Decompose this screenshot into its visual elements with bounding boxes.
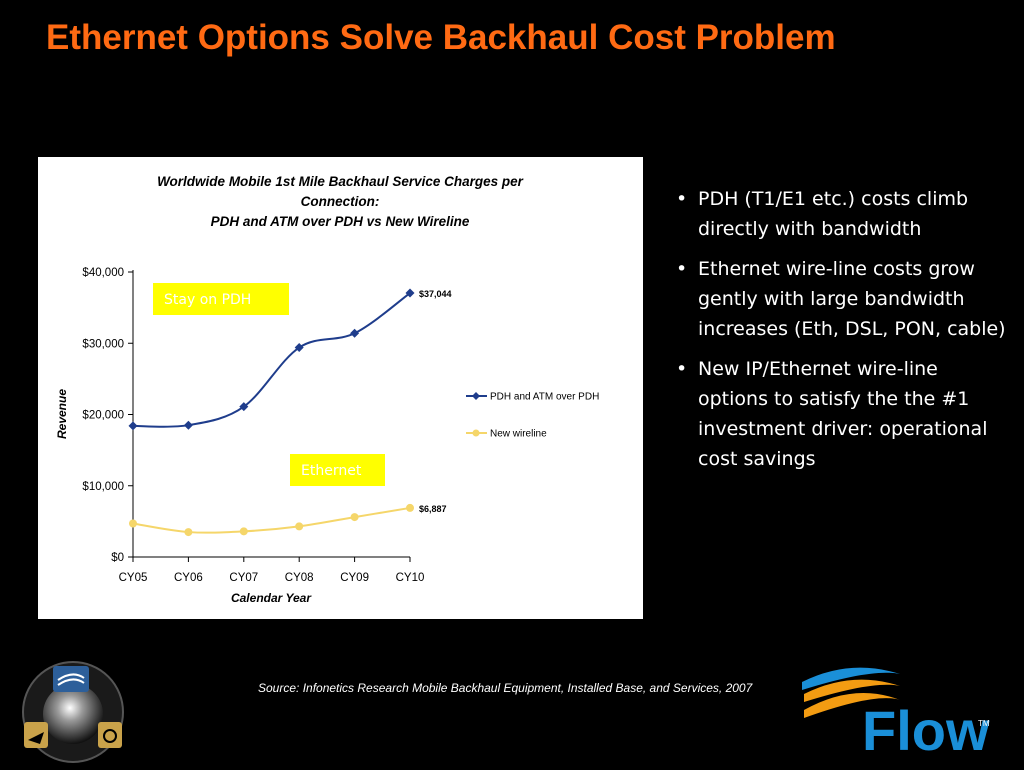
y-tick-label: $40,000 (82, 267, 124, 279)
callout-box (153, 283, 289, 315)
data-point (183, 420, 193, 430)
x-tick-label: CY10 (396, 572, 425, 584)
data-point (129, 519, 137, 528)
y-tick-label: $20,000 (82, 410, 124, 422)
legend-marker (472, 429, 480, 437)
callout-box (290, 454, 385, 486)
y-tick-label: $30,000 (82, 338, 124, 350)
bullet-text: Ethernet wire-line costs grow gently wit… (698, 258, 1006, 340)
data-point (128, 421, 138, 431)
badge-graphic (22, 661, 124, 763)
chart-panel: Worldwide Mobile 1st Mile Backhaul Servi… (38, 157, 643, 619)
chart-title-line-3: PDH and ATM over PDH vs New Wireline (211, 214, 470, 229)
series-line (132, 506, 411, 534)
data-label: $6,887 (419, 504, 447, 514)
data-point (239, 527, 248, 536)
chart-title-line-1: Worldwide Mobile 1st Mile Backhaul Servi… (157, 174, 524, 189)
x-tick-label: CY07 (229, 572, 258, 584)
y-axis-label: Revenue (55, 389, 69, 439)
data-point (295, 522, 304, 531)
data-point (350, 513, 359, 522)
bullet-text: New IP/Ethernet wire-line options to sat… (698, 358, 988, 470)
y-tick-label: $0 (111, 552, 124, 564)
x-axis-label: Calendar Year (231, 591, 312, 605)
callout-label: Stay on PDH (164, 292, 251, 308)
data-point (406, 503, 414, 512)
legend-label: PDH and ATM over PDH (490, 392, 599, 403)
backhaul-chart: Worldwide Mobile 1st Mile Backhaul Servi… (55, 174, 599, 605)
bullet-item: • PDH (T1/E1 etc.) costs climb directly w… (676, 188, 969, 240)
data-point (184, 528, 193, 537)
flow-trademark: TM (978, 719, 990, 728)
x-tick-label: CY06 (174, 572, 203, 584)
award-badge-logo (18, 660, 128, 765)
legend-marker (472, 392, 480, 400)
data-point (405, 288, 415, 298)
data-point (239, 402, 249, 412)
data-point (294, 343, 304, 353)
x-tick-label: CY08 (285, 572, 314, 584)
source-citation: Source: Infonetics Research Mobile Backh… (258, 681, 753, 695)
flow-logo: Flow TM (800, 660, 1000, 762)
bullet-item: • New IP/Ethernet wire-line options to sa… (676, 358, 988, 470)
x-tick-label: CY09 (340, 572, 369, 584)
flow-swoosh-icon: Flow TM (802, 667, 990, 762)
x-tick-label: CY05 (119, 572, 148, 584)
bullet-text: PDH (T1/E1 etc.) costs climb directly wi… (698, 188, 969, 240)
callout-label: Ethernet (301, 463, 362, 479)
chart-title-line-2: Connection: (301, 194, 380, 209)
y-tick-label: $10,000 (82, 481, 124, 493)
slide-title: Ethernet Options Solve Backhaul Cost Pro… (46, 18, 836, 57)
legend-label: New wireline (490, 429, 547, 440)
data-label: $37,044 (419, 289, 452, 299)
data-point (350, 328, 360, 338)
bullet-item: • Ethernet wire-line costs grow gently wi… (676, 258, 1006, 340)
flow-wordmark: Flow (862, 699, 990, 760)
bullet-list: • PDH (T1/E1 etc.) costs climb directly w… (672, 184, 1012, 484)
